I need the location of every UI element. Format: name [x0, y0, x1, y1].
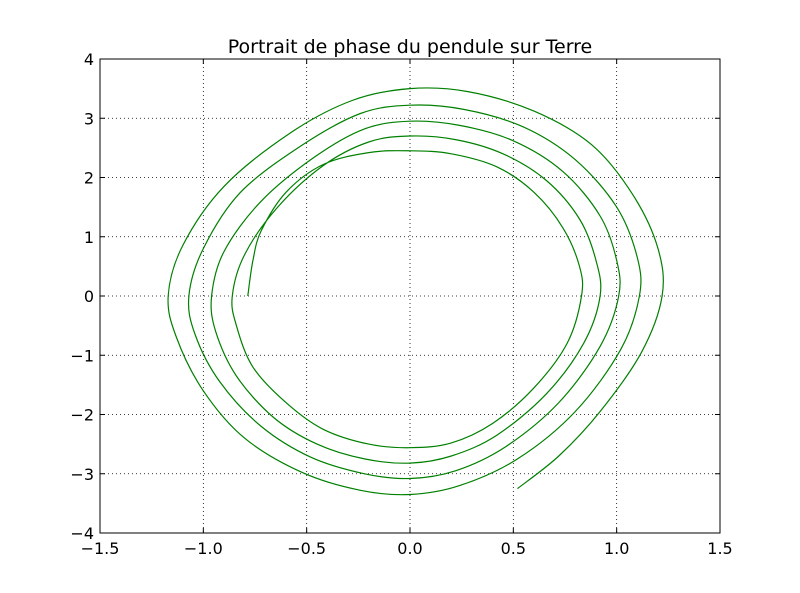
y-tick-label: −2: [70, 406, 94, 425]
y-tick-label: 0: [84, 287, 94, 306]
axis-ticks: [99, 58, 721, 534]
y-tick-label: −1: [70, 346, 94, 365]
x-tick-label: 1.0: [604, 539, 629, 558]
x-tick-label: 0.0: [397, 539, 422, 558]
y-tick-label: 1: [84, 228, 94, 247]
y-axis-tick-labels: −4 −3 −2 −1 0 1 2 3 4: [70, 50, 94, 543]
y-tick-label: −4: [70, 524, 94, 543]
x-tick-label: 0.5: [501, 539, 526, 558]
phase-trajectory-line-0: [167, 87, 664, 496]
x-tick-label: −0.5: [287, 539, 326, 558]
x-tick-label: −1.5: [81, 539, 120, 558]
x-tick-label: 1.5: [707, 539, 732, 558]
chart-title: Portrait de phase du pendule sur Terre: [228, 36, 593, 58]
x-tick-label: −1.0: [184, 539, 223, 558]
y-tick-label: 3: [84, 109, 94, 128]
series-layer: [167, 87, 664, 496]
x-axis-tick-labels: −1.5 −1.0 −0.5 0.0 0.5 1.0 1.5: [81, 539, 733, 558]
y-tick-label: 2: [84, 169, 94, 188]
y-tick-label: −3: [70, 465, 94, 484]
y-tick-label: 4: [84, 50, 94, 69]
